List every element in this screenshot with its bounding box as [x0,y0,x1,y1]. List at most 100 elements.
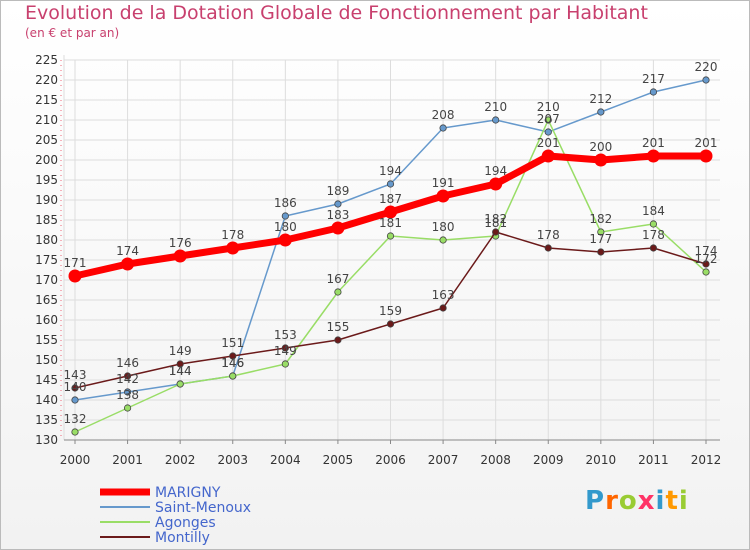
data-point [646,149,660,163]
data-point [229,352,237,360]
data-labels: 171 174 176 178 180 183 187 191 194 201 200 201 201 1… [64,60,718,426]
x-tick-label: 2007 [428,453,459,467]
data-label: 186 [274,196,297,210]
data-label: 178 [537,228,560,242]
data-label: 159 [379,304,402,318]
data-point [71,396,79,404]
data-point [278,233,292,247]
x-tick-label: 2009 [533,453,564,467]
data-point [439,304,447,312]
data-point [649,88,658,96]
x-tick-label: 2006 [375,453,406,467]
x-tick-label: 2010 [586,453,617,467]
data-label: 138 [116,388,139,402]
legend-label: Montilly [155,530,210,546]
x-tick-label: 2003 [217,453,248,467]
proxiti-logo: Proxiti [585,486,689,516]
data-label: 194 [379,164,402,178]
data-label: 220 [695,60,718,74]
data-point [176,360,184,368]
data-point [123,404,132,412]
y-tick-label: 210 [35,113,58,127]
data-label: 172 [695,252,718,266]
grid-lines [64,59,720,441]
data-point [384,205,397,219]
data-point [334,336,342,344]
chart-subtitle: (en € et par an) [25,26,120,40]
data-label: 184 [642,204,665,218]
data-label: 155 [326,320,349,334]
data-label: 212 [589,92,612,106]
logo-letter: i [678,486,689,516]
data-point [649,220,658,228]
legend-label: Agonges [155,515,216,531]
y-tick-label: 160 [35,313,58,327]
data-label: 149 [274,344,297,358]
data-point [71,384,79,392]
x-tick-label: 2000 [60,453,91,467]
y-tick-label: 215 [35,93,58,107]
data-label: 177 [589,232,612,246]
data-label: 217 [642,72,665,86]
x-tick-label: 2008 [480,453,511,467]
x-tick-label: 2001 [112,453,143,467]
data-label: 182 [484,212,507,226]
x-tick-label: 2002 [165,453,196,467]
y-tick-label: 225 [35,53,58,67]
logo-letter: r [605,486,619,516]
data-label: 151 [221,336,244,350]
data-label: 189 [326,184,349,198]
data-point [649,244,658,252]
data-label: 143 [64,368,87,382]
data-point [544,116,552,124]
data-point [176,380,184,388]
data-point [597,248,605,256]
data-label: 180 [432,220,455,234]
data-point [123,388,132,396]
data-point [544,244,552,252]
data-label: 171 [64,256,87,270]
y-tick-label: 165 [35,293,58,307]
x-tick-label: 2004 [270,453,301,467]
data-label: 201 [695,136,718,150]
y-tick-label: 135 [35,413,58,427]
data-point [597,108,605,116]
data-point [334,288,342,296]
data-point [386,320,395,328]
y-tick-label: 195 [35,173,58,187]
y-tick-label: 205 [35,133,58,147]
data-point [594,153,608,167]
y-tick-label: 150 [35,353,58,367]
data-point [386,180,395,188]
data-label: 167 [326,272,349,286]
x-tick-label: 2011 [638,453,669,467]
axes: 130 135 140 145 150 155 160 165 170 175 180 185 190 1… [35,53,721,467]
y-tick-label: 140 [35,393,58,407]
logo-letter: P [585,486,606,516]
data-label: 146 [221,356,244,370]
data-point [492,228,500,236]
logo-letter: t [665,486,679,516]
chart-title: Evolution de la Dotation Globale de Fonc… [25,2,648,24]
data-label: 149 [169,344,192,358]
data-label: 132 [64,412,87,426]
data-point [541,149,555,163]
data-label: 142 [116,372,139,386]
data-label: 208 [432,108,455,122]
logo-letter: x [637,486,656,516]
y-tick-label: 200 [35,153,58,167]
data-point [439,236,447,244]
data-point [71,428,79,436]
data-point [334,200,342,208]
data-label: 191 [432,176,455,190]
data-label: 146 [116,356,139,370]
data-point [489,177,503,191]
data-point [439,124,447,132]
y-tick-label: 180 [35,233,58,247]
data-label: 181 [484,216,507,230]
data-point [281,360,289,368]
data-label: 181 [379,216,402,230]
